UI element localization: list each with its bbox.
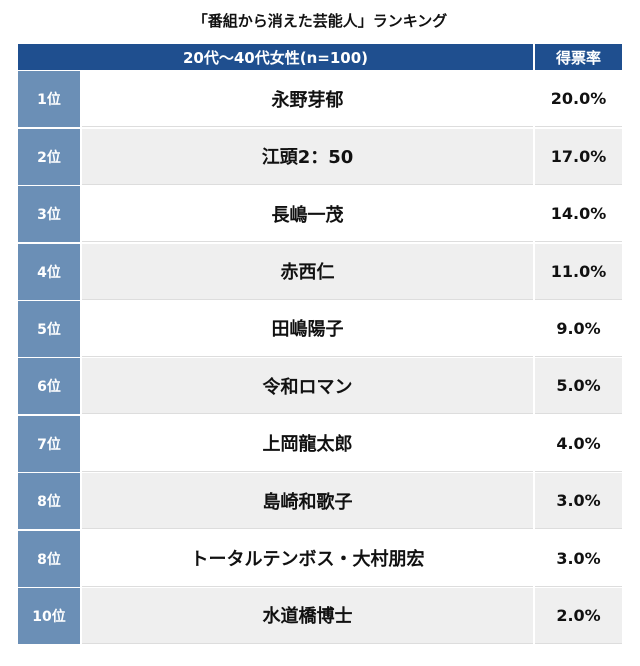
rate-cell: 17.0% <box>535 128 622 185</box>
name-cell: 田嶋陽子 <box>82 300 533 357</box>
table-title: 「番組から消えた芸能人」ランキング <box>192 12 448 30</box>
rate-cell: 3.0% <box>535 473 622 530</box>
rank-cell: 10位 <box>18 587 80 644</box>
rank-cell: 7位 <box>18 415 80 472</box>
rate-cell: 14.0% <box>535 186 622 243</box>
name-cell: 江頭2：50 <box>82 128 533 185</box>
name-cell: トータルテンボス・大村朋宏 <box>82 530 533 587</box>
name-cell: 赤西仁 <box>82 243 533 300</box>
rank-cell: 3位 <box>18 186 80 243</box>
name-cell: 永野芽郁 <box>82 71 533 128</box>
rank-cell: 8位 <box>18 530 80 587</box>
rate-cell: 5.0% <box>535 358 622 415</box>
rank-cell: 2位 <box>18 128 80 185</box>
table-row: 2位 江頭2：50 17.0% <box>18 128 622 185</box>
rate-cell: 9.0% <box>535 300 622 357</box>
header-row: 20代〜40代女性(n=100) 得票率 <box>18 44 622 70</box>
table-row: 3位 長嶋一茂 14.0% <box>18 186 622 243</box>
column-header: 得票率 <box>535 44 622 70</box>
name-cell: 水道橋博士 <box>82 587 533 644</box>
table-row: 4位 赤西仁 11.0% <box>18 243 622 300</box>
table-row: 8位 トータルテンボス・大村朋宏 3.0% <box>18 530 622 587</box>
rank-cell: 1位 <box>18 71 80 128</box>
rank-cell: 6位 <box>18 358 80 415</box>
rate-cell: 11.0% <box>535 243 622 300</box>
table-row: 10位 水道橋博士 2.0% <box>18 587 622 644</box>
name-cell: 令和ロマン <box>82 358 533 415</box>
rank-cell: 5位 <box>18 300 80 357</box>
rate-cell: 2.0% <box>535 587 622 644</box>
table-row: 7位 上岡龍太郎 4.0% <box>18 415 622 472</box>
table-row: 1位 永野芽郁 20.0% <box>18 71 622 128</box>
name-cell: 長嶋一茂 <box>82 186 533 243</box>
name-cell: 上岡龍太郎 <box>82 415 533 472</box>
rate-cell: 4.0% <box>535 415 622 472</box>
name-cell: 島崎和歌子 <box>82 473 533 530</box>
rank-cell: 8位 <box>18 473 80 530</box>
rate-cell: 3.0% <box>535 530 622 587</box>
table-row: 5位 田嶋陽子 9.0% <box>18 300 622 357</box>
ranking-table: 20代〜40代女性(n=100) 得票率 1位 永野芽郁 20.0% 2位 江頭2：50… <box>18 44 622 644</box>
rate-cell: 20.0% <box>535 71 622 128</box>
table-row: 8位 島崎和歌子 3.0% <box>18 473 622 530</box>
table-row: 6位 令和ロマン 5.0% <box>18 358 622 415</box>
rank-cell: 4位 <box>18 243 80 300</box>
column-header: 20代〜40代女性(n=100) <box>18 44 533 70</box>
